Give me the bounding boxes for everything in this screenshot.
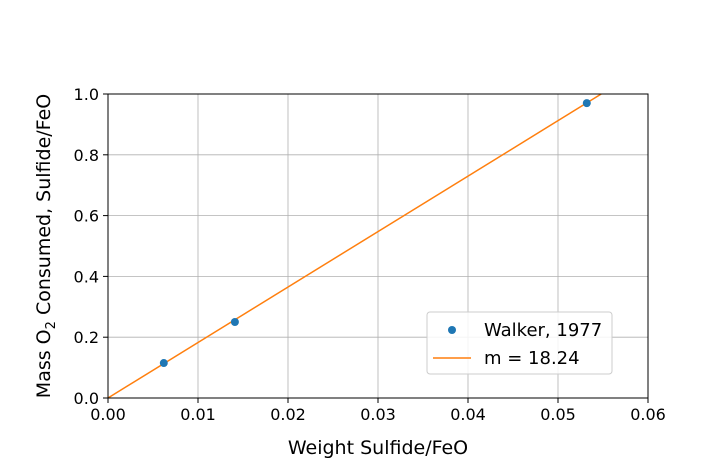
y-tick-label: 0.6 xyxy=(74,207,99,226)
x-tick-label: 0.02 xyxy=(270,405,306,424)
y-tick-label: 0.4 xyxy=(74,267,99,286)
y-tick-label: 0.8 xyxy=(74,146,99,165)
x-tick-label: 0.04 xyxy=(450,405,486,424)
y-axis-label-suffix: Consumed, Sulfide/FeO xyxy=(33,94,55,321)
plot-series xyxy=(107,93,602,399)
y-axis-label-subscript: 2 xyxy=(44,321,59,329)
legend-item: m = 18.24 xyxy=(433,348,580,369)
y-axis-label: Mass O2 Consumed, Sulfide/FeO xyxy=(33,94,59,398)
x-tick-label: 0.05 xyxy=(540,405,576,424)
y-axis-label-prefix: Mass O xyxy=(33,329,55,398)
x-tick-label: 0.00 xyxy=(90,405,126,424)
data-point xyxy=(159,359,168,368)
legend: Walker, 1977 m = 18.24 xyxy=(426,311,613,375)
legend-item: Walker, 1977 xyxy=(448,320,602,341)
data-point xyxy=(582,99,591,108)
y-tick-label: 1.0 xyxy=(74,85,99,104)
y-tick-label: 0.0 xyxy=(74,389,99,408)
x-tick-label: 0.06 xyxy=(630,405,666,424)
legend-label: m = 18.24 xyxy=(484,348,580,369)
x-axis-label: Weight Sulfide/FeO xyxy=(288,437,468,459)
y-tick-label: 0.2 xyxy=(74,328,99,347)
fit-line xyxy=(107,93,602,399)
x-tick-label: 0.01 xyxy=(180,405,216,424)
legend-label: Walker, 1977 xyxy=(484,320,602,341)
axis-ticks: 0.00 0.01 0.02 0.03 0.04 0.05 0.06 0.0 0.2 0.4 0.6… xyxy=(74,85,666,424)
data-point xyxy=(230,318,239,326)
legend-marker xyxy=(448,326,456,334)
legend-box xyxy=(426,311,613,375)
x-tick-label: 0.03 xyxy=(360,405,396,424)
